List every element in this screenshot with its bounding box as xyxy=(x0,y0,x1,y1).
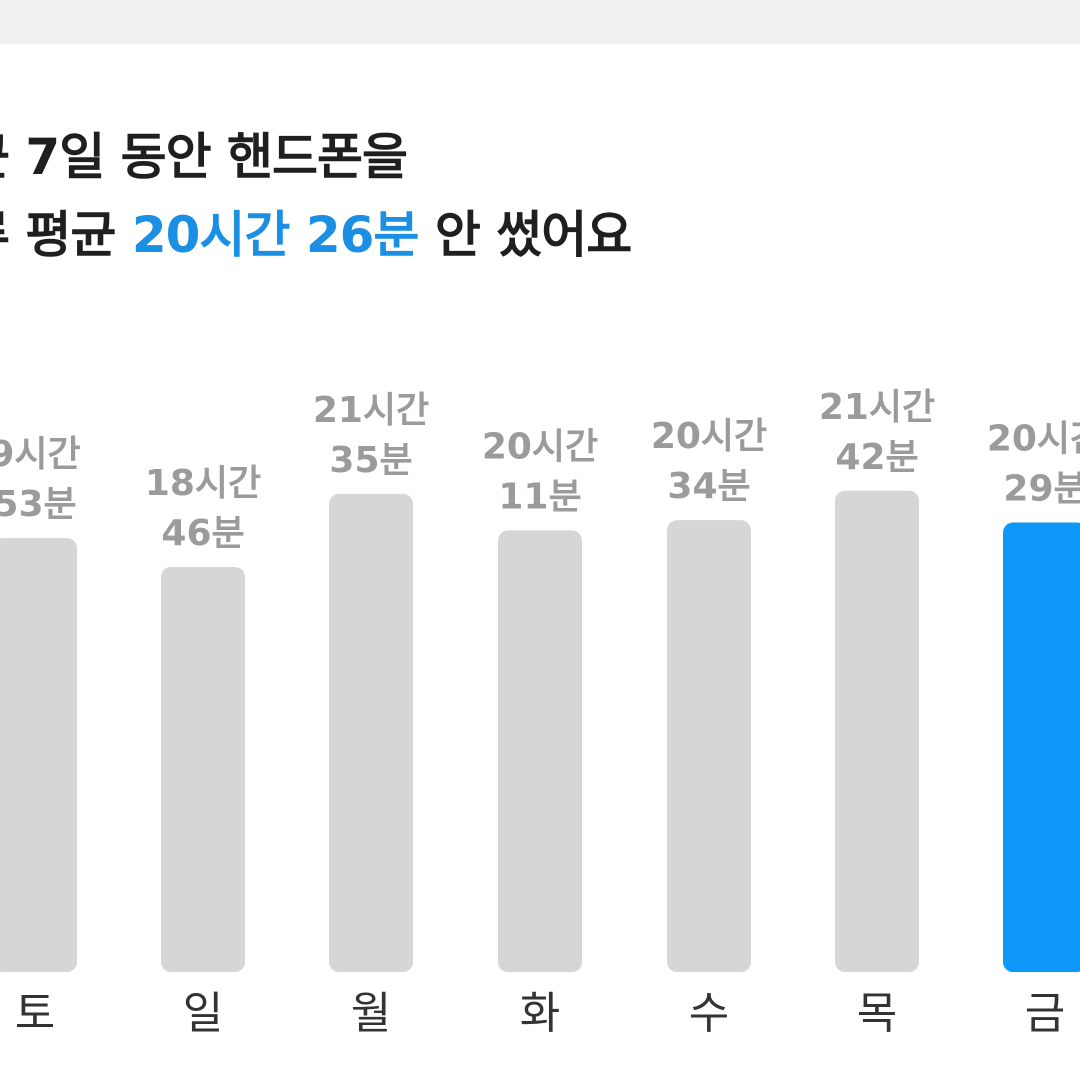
bar-4 xyxy=(667,520,751,972)
bar-2-label-line-1: 21시간 xyxy=(313,390,429,431)
bar-1-label-line-2: 46분 xyxy=(161,513,244,554)
bar-3 xyxy=(498,530,582,972)
bar-4-label-line-1: 20시간 xyxy=(651,416,767,457)
bar-0-label-line-1: 9시간 xyxy=(0,434,81,475)
bar-3-label-line-2: 11분 xyxy=(498,476,581,517)
bar-2-label-line-2: 35분 xyxy=(329,440,412,481)
top-strip xyxy=(0,0,1080,44)
headline-line-2-suffix: 안 썼어요 xyxy=(418,206,632,264)
headline-line-2: 루 평균 20시간 26분 안 썼어요 xyxy=(0,196,632,274)
headline-line-2-prefix: 루 평균 xyxy=(0,206,116,264)
day-label-1: 일 xyxy=(183,988,223,1039)
bar-1 xyxy=(161,566,245,972)
bar-4-label-line-2: 34분 xyxy=(667,466,750,507)
bar-1-label-line-1: 18시간 xyxy=(145,463,261,504)
headline-average: 20시간 26분 xyxy=(131,206,420,264)
day-label-5: 목 xyxy=(857,988,897,1039)
day-label-4: 수 xyxy=(689,988,729,1039)
bar-6-label-line-1: 20시간 xyxy=(987,419,1080,460)
bar-6-label-line-2: 29분 xyxy=(1003,469,1080,510)
headline-line-1: 근 7일 동안 핸드폰을 xyxy=(0,128,408,186)
bar-5-label-line-1: 21시간 xyxy=(819,387,935,428)
day-label-2: 월 xyxy=(351,988,391,1039)
bar-5-label-line-2: 42분 xyxy=(835,437,918,478)
bar-0 xyxy=(0,538,77,972)
day-label-6: 금 xyxy=(1025,988,1065,1039)
headline: 근 7일 동안 핸드폰을 루 평균 20시간 26분 안 썼어요 xyxy=(0,118,632,274)
bar-6 xyxy=(1003,522,1080,972)
bar-2 xyxy=(329,493,413,972)
bar-0-label-line-2: 53분 xyxy=(0,484,77,525)
bar-3-label-line-1: 20시간 xyxy=(482,426,598,467)
day-label-0: 토 xyxy=(15,988,55,1039)
day-label-3: 화 xyxy=(520,988,560,1039)
bar-5 xyxy=(835,490,919,972)
